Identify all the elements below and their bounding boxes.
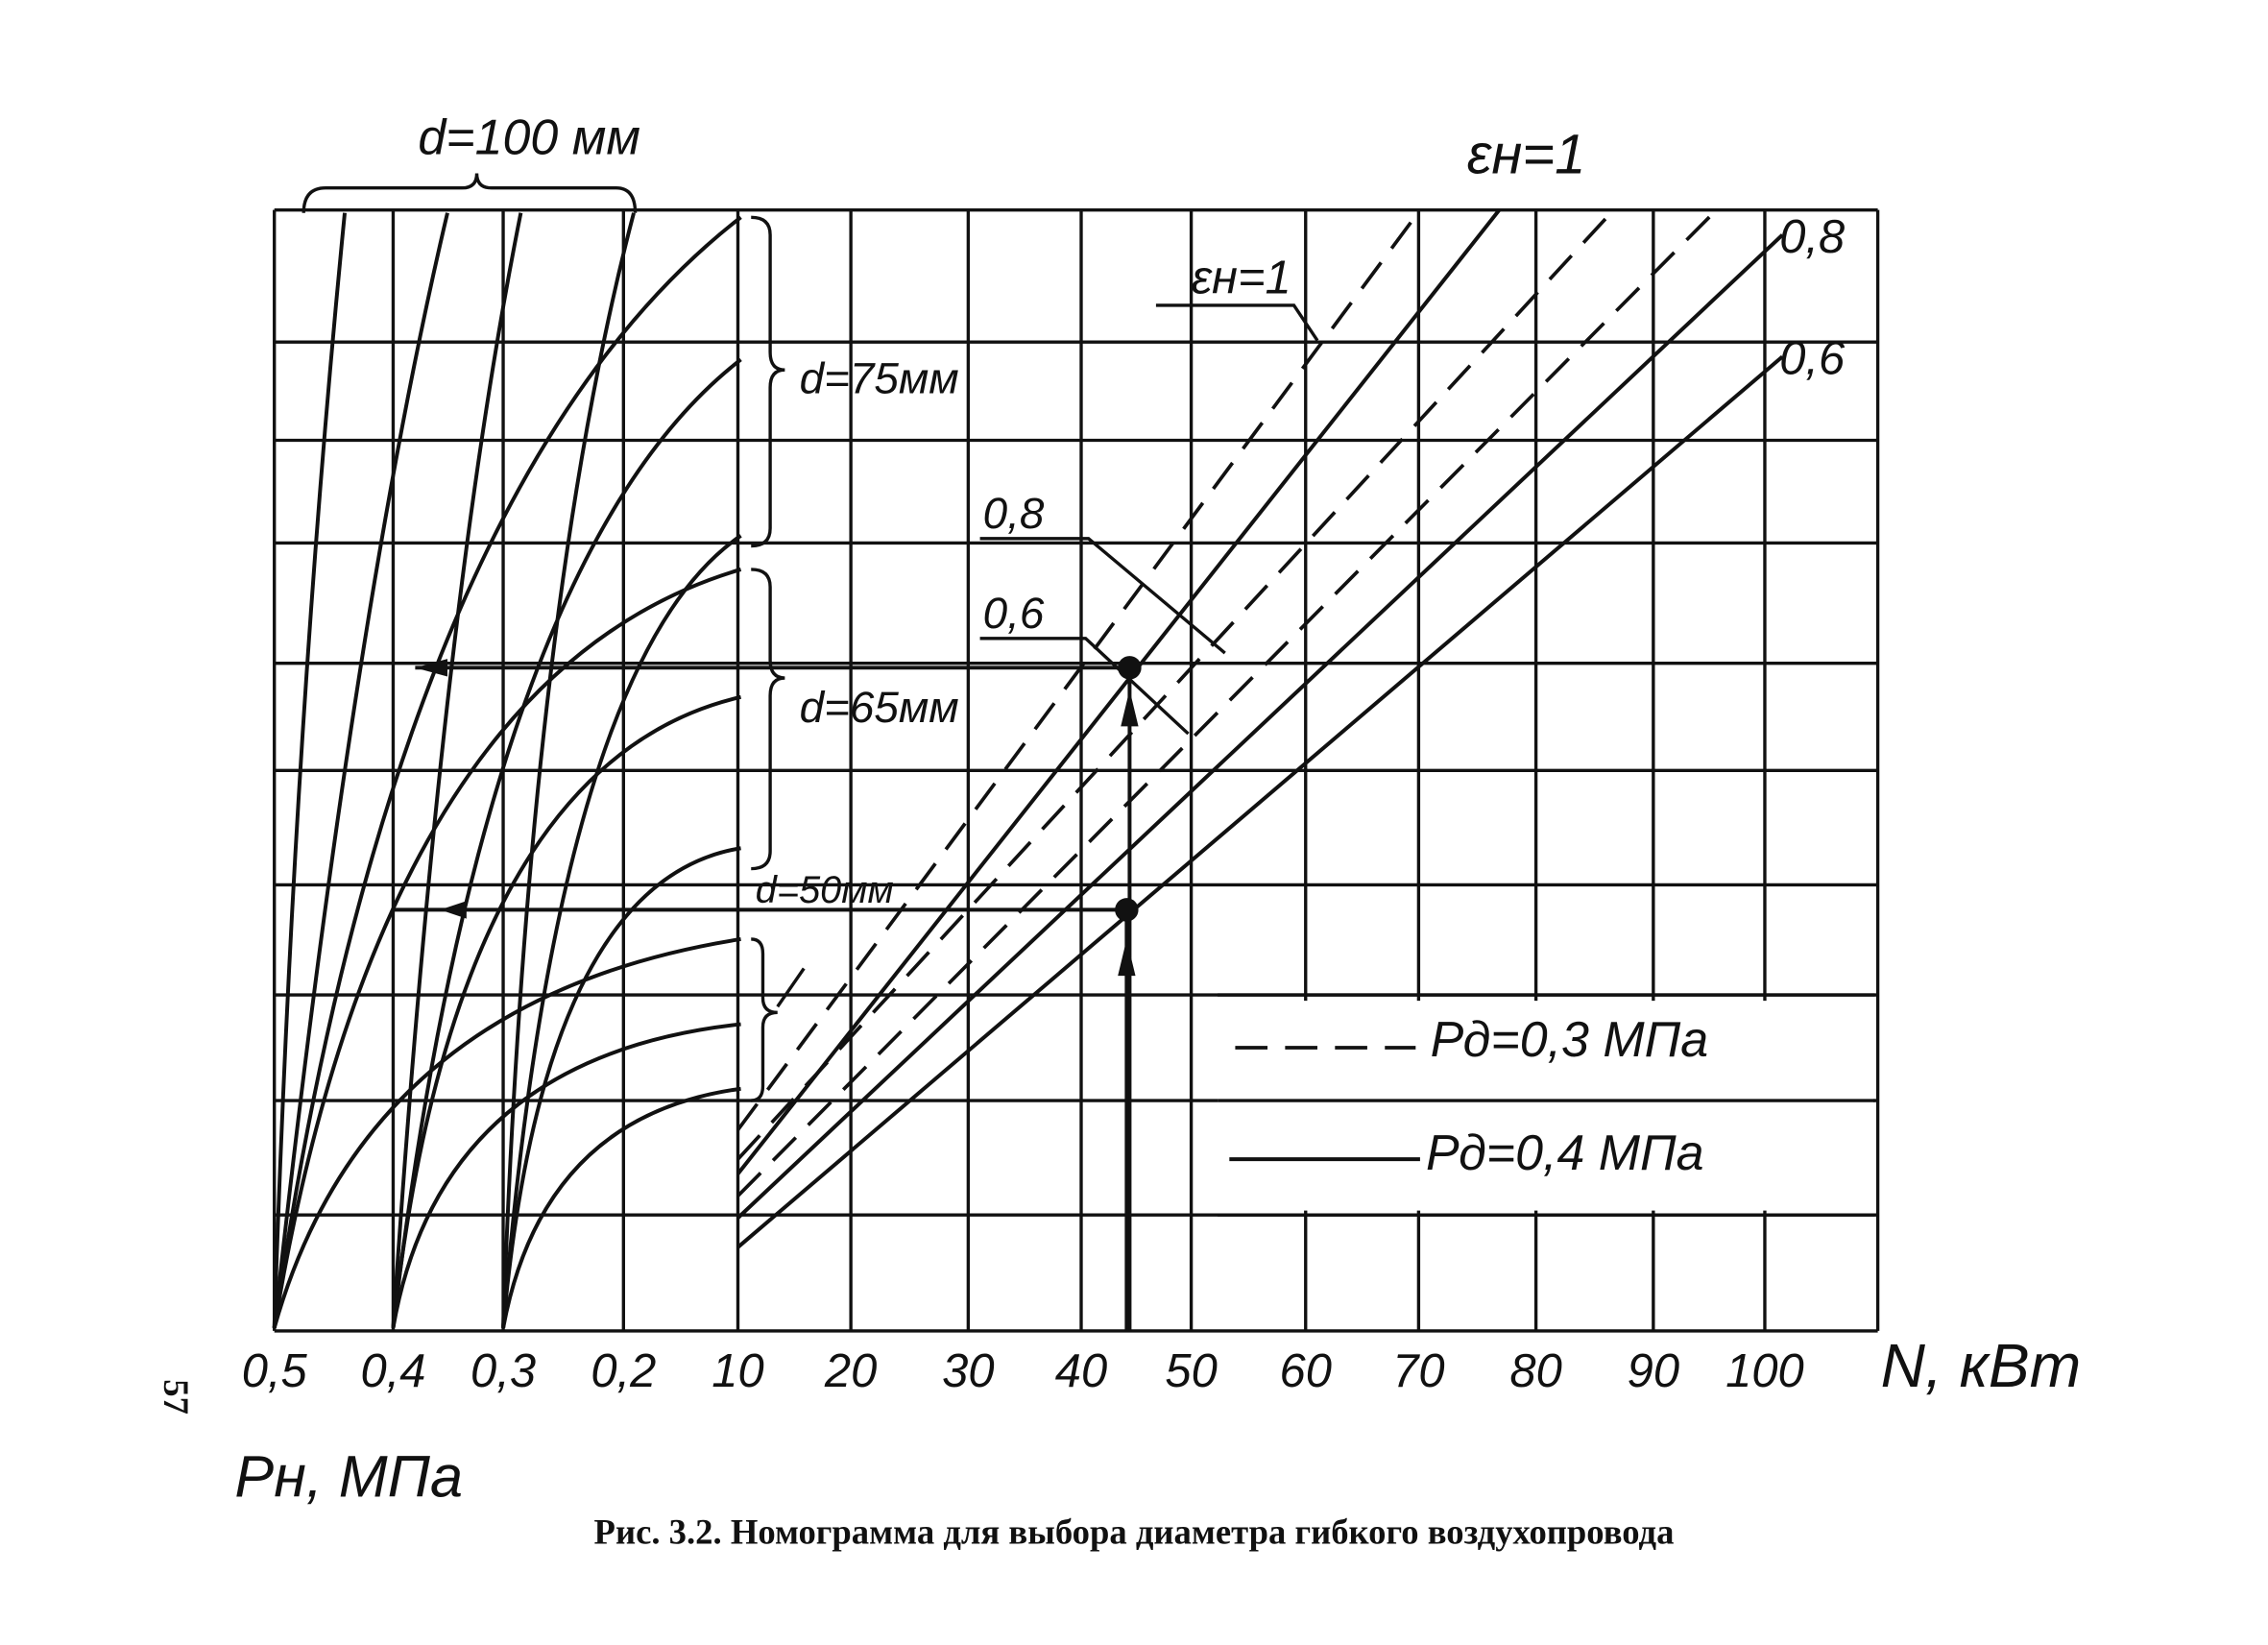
tick-label: 50 xyxy=(1165,1345,1217,1397)
brace xyxy=(302,173,638,213)
point xyxy=(1118,656,1142,680)
leader xyxy=(979,537,1226,655)
legend-box xyxy=(1218,1001,1874,1211)
label: d=65мм xyxy=(800,683,959,732)
solid-line xyxy=(736,354,1784,1249)
solid-line xyxy=(736,233,1784,1220)
label: 0,6 xyxy=(1779,333,1846,385)
curve xyxy=(272,212,348,1328)
curve xyxy=(391,1022,741,1329)
label: d=75мм xyxy=(800,354,959,403)
label: 0,6 xyxy=(983,589,1045,638)
solution-line xyxy=(415,665,1132,1331)
point xyxy=(1115,898,1139,922)
curve xyxy=(501,846,741,1329)
legend-label: Рд=0,3 МПа xyxy=(1431,1012,1709,1068)
curve xyxy=(272,215,742,1329)
brace xyxy=(751,937,778,1102)
legend-label: Рд=0,4 МПа xyxy=(1426,1125,1704,1181)
tick-label: 0,3 xyxy=(470,1345,536,1397)
curve xyxy=(272,212,449,1329)
curve xyxy=(501,1086,741,1329)
tick-label: 70 xyxy=(1392,1345,1444,1397)
tick-labels: 0,5 0,4 0,3 0,2 10 20 30 40 50 60 70 80 90 100 xyxy=(242,1345,1804,1397)
caption: Рис. 3.2. Номограмма для выбора диаметра… xyxy=(594,1512,1675,1551)
label: εн=1 xyxy=(1467,123,1586,185)
page-number: 57 xyxy=(157,1379,196,1415)
label: εн=1 xyxy=(1192,253,1291,304)
leader xyxy=(979,637,1190,736)
brace xyxy=(751,568,785,871)
leader xyxy=(776,967,806,1008)
curve xyxy=(272,568,742,1329)
tick-label: 80 xyxy=(1509,1345,1561,1397)
dashed-line xyxy=(736,208,1422,1131)
tick-label: 90 xyxy=(1628,1345,1679,1397)
label: d=100 мм xyxy=(418,110,640,166)
label: 0,8 xyxy=(983,489,1045,538)
label: 0,8 xyxy=(1779,211,1845,263)
labels: d=100 мм d=75мм d=65мм d=50мм εн=1 εн=1 … xyxy=(418,110,1846,911)
leader xyxy=(1155,303,1319,342)
curve xyxy=(272,936,741,1329)
curve xyxy=(501,212,636,1328)
label: d=50мм xyxy=(756,869,894,911)
tick-label: 10 xyxy=(712,1345,763,1397)
tick-label: 0,5 xyxy=(242,1345,308,1397)
tick-label: 100 xyxy=(1725,1345,1804,1397)
dashed-line xyxy=(736,208,1718,1197)
tick-label: 0,4 xyxy=(360,1345,425,1397)
tick-label: 20 xyxy=(824,1345,877,1397)
tick-label: 30 xyxy=(942,1345,994,1397)
dashed-line xyxy=(736,208,1615,1161)
solution-line xyxy=(393,907,1129,1331)
curve xyxy=(391,357,742,1329)
curve xyxy=(391,212,523,1328)
tick-label: 60 xyxy=(1280,1345,1332,1397)
axis-title: Рн, МПа xyxy=(234,1444,463,1510)
solid-line xyxy=(736,208,1501,1175)
curves xyxy=(272,173,1784,1331)
curve xyxy=(391,694,741,1329)
axis-title: N, кВт xyxy=(1881,1331,2082,1400)
brace xyxy=(751,215,785,548)
legend: Рд=0,3 МПа Рд=0,4 МПа xyxy=(1218,993,1875,1217)
tick-label: 40 xyxy=(1055,1345,1107,1397)
curve xyxy=(501,534,742,1328)
tick-label: 0,2 xyxy=(591,1345,656,1397)
